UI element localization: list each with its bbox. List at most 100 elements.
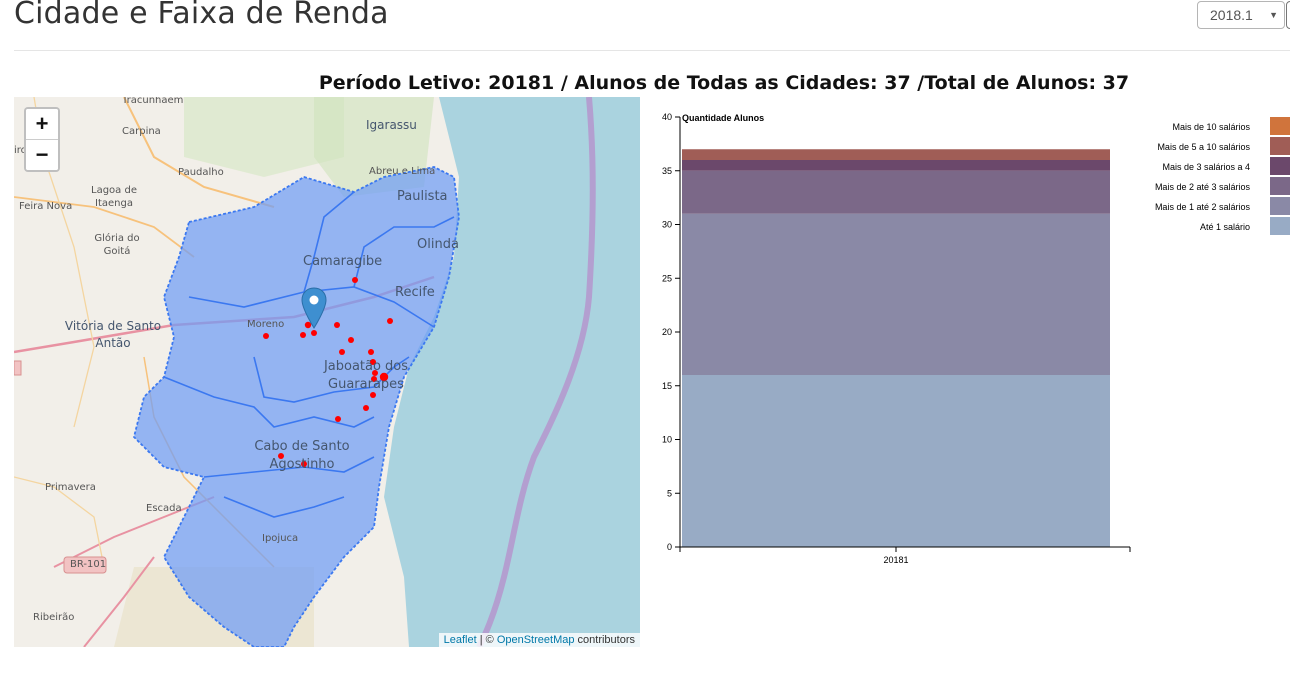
map-label: Recife [395,285,435,300]
legend-swatch [1270,217,1290,235]
legend-label: Mais de 1 até 2 salários [1155,202,1251,212]
legend-label: Mais de 10 salários [1172,122,1250,132]
map-label: Vitória de Santo Antão [64,319,162,350]
y-axis: 0 5 10 15 20 25 30 35 40 [662,112,681,552]
map-label: Igarassu [366,118,417,132]
zoom-out-button[interactable]: − [26,139,58,170]
maritime-boundary [476,97,596,647]
map-label: Paudalho [178,167,224,178]
student-point[interactable] [263,333,269,339]
primary-road [14,196,195,258]
student-point[interactable] [339,349,345,355]
map-label: Lagoa de Itaenga [91,185,137,209]
bar-segment-2[interactable] [682,213,1110,375]
leaflet-link[interactable]: Leaflet [443,634,477,646]
legend-swatch [1270,157,1290,175]
map-label: Ribeirão [33,612,75,623]
highway-road [83,556,155,647]
zoom-control: + − [24,107,60,172]
student-point[interactable] [300,332,306,338]
map-label: Escada [146,503,182,514]
legend-label: Até 1 salário [1200,222,1250,232]
x-axis: 20181 [679,546,1131,565]
income-stacked-bar-chart: 0 5 10 15 20 25 30 35 40 20181 Mais de 10 salári… [662,112,1290,565]
municipality-border [253,356,410,403]
y-tick-label: 20 [662,327,672,337]
legend-label: Mais de 3 salários a 4 [1162,162,1250,172]
legend-label: Mais de 5 a 10 salários [1157,142,1250,152]
map-label: iro [14,145,27,156]
bar-segment-4[interactable] [682,160,1110,171]
map-attribution: Leaflet | © OpenStreetMap contributors [438,633,640,647]
map-canvas[interactable] [14,97,640,647]
map-label: Abreu e Lima [369,166,436,177]
bar-segment-3[interactable] [682,170,1110,214]
student-point[interactable] [371,376,377,382]
sea-area [384,97,640,647]
student-point[interactable] [352,277,358,283]
primary-road [123,97,275,208]
municipality-border [353,216,455,288]
bar-stack [682,149,1110,547]
map-label: Primavera [45,482,96,493]
student-point[interactable] [335,416,341,422]
secondary-select[interactable] [1286,1,1290,29]
map-label: Tracunhaém [122,97,184,106]
map-label: Cabo de Santo Agostinho [254,439,350,472]
student-point[interactable] [304,321,312,329]
y-tick-label: 10 [662,435,672,445]
y-tick-label: 25 [662,273,672,283]
y-tick-label: 30 [662,220,672,230]
map-label: Feira Nova [19,201,73,212]
student-point[interactable] [334,322,340,328]
legend-swatch [1270,177,1290,195]
municipality-border [188,286,435,328]
city-map[interactable]: Tracunhaém Carpina Igarassu Abreu e Lima… [14,97,640,647]
attribution-suffix: contributors [574,634,635,646]
student-point[interactable] [368,349,374,355]
osm-link[interactable]: OpenStreetMap [496,634,575,646]
zoom-in-button[interactable]: + [26,109,58,139]
chevron-down-icon: ▼ [1269,10,1278,20]
period-select-value: 2018.1 [1210,7,1253,23]
student-point[interactable] [311,330,317,336]
municipality-border [163,376,375,428]
y-tick-label: 35 [662,166,672,176]
student-point[interactable] [348,337,354,343]
map-label: Camaragibe [303,254,383,269]
student-point[interactable] [372,370,378,376]
legend-swatch [1270,197,1290,215]
bar-segment-1[interactable] [682,375,1110,547]
metropolitan-region-polygon[interactable] [133,166,460,647]
x-tick-label: 20181 [883,555,908,565]
map-label: Jaboatão dos Guararapes [323,359,409,392]
page-title: Cidade e Faixa de Renda [14,0,389,31]
road-shield-label: BR-101 [70,559,107,570]
student-point[interactable] [370,392,376,398]
legend-swatch [1270,137,1290,155]
header-divider [14,50,1290,51]
map-label: Ipojuca [262,533,299,544]
student-point[interactable] [370,359,376,365]
municipality-border [303,191,355,293]
road-shield [14,360,22,376]
student-point[interactable] [387,318,393,324]
map-label: Moreno [247,319,285,330]
municipality-border [223,496,345,518]
map-marker-icon[interactable] [301,287,327,329]
student-point[interactable] [301,461,307,467]
legend-swatch [1270,117,1290,135]
y-tick-label: 40 [662,112,672,122]
student-point[interactable] [363,405,369,411]
road-shield [63,556,107,574]
y-tick-label: 0 [667,542,672,552]
legend-label: Mais de 2 até 3 salários [1155,182,1251,192]
map-label: Carpina [122,126,161,137]
bar-segment-5[interactable] [682,149,1110,160]
green-area [314,97,434,197]
attribution-separator: | © [476,634,497,646]
student-point[interactable] [278,453,284,459]
student-point[interactable] [379,372,389,382]
green-area [184,97,344,177]
period-select[interactable]: 2018.1 ▼ [1197,1,1285,29]
